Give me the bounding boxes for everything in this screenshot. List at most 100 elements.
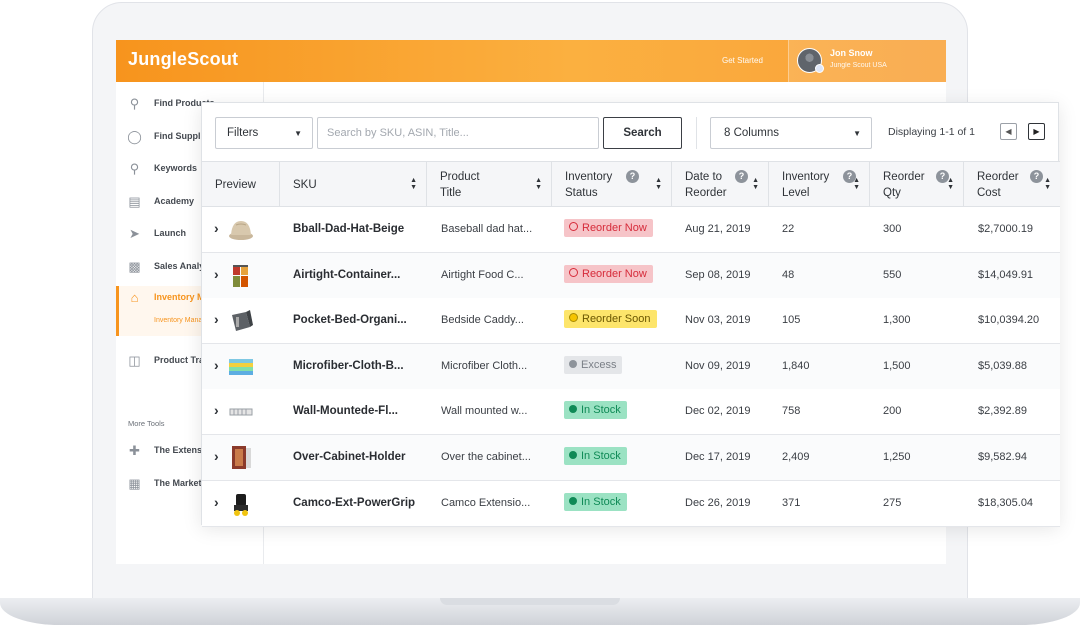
sidebar-item-label: Launch: [154, 228, 187, 238]
table-row[interactable]: › Airtight-Container... Airtight Food C...…: [202, 252, 1060, 299]
status-badge-label: Reorder Now: [582, 222, 647, 234]
inventory-level-cell: 105: [782, 314, 801, 327]
product-thumbnail: [228, 398, 254, 425]
expand-chevron-icon[interactable]: ›: [214, 448, 219, 464]
user-menu[interactable]: Jon Snow Jungle Scout USA: [788, 40, 946, 82]
expand-chevron-icon[interactable]: ›: [214, 356, 219, 373]
table-toolbar: Filters ▼ Search 8 Columns ▼ Displaying …: [202, 103, 1060, 161]
columns-label: 8 Columns: [724, 127, 779, 139]
product-thumbnail: [228, 490, 254, 517]
reorder-cost-cell: $18,305.04: [978, 496, 1034, 509]
column-header-inventory-status[interactable]: Inventory Status ? ▲ ▼: [552, 162, 672, 208]
prev-page-button[interactable]: ◀: [1000, 123, 1017, 140]
status-badge: Excess: [564, 355, 623, 374]
help-icon[interactable]: ?: [843, 170, 856, 183]
reorder-qty-cell: 200: [883, 405, 902, 418]
get-started-link[interactable]: Get Started: [722, 56, 763, 65]
filters-dropdown[interactable]: Filters ▼: [215, 117, 313, 149]
search-input[interactable]: [317, 117, 599, 149]
column-header-sku[interactable]: SKU ▲ ▼: [280, 162, 427, 208]
column-header-label: SKU: [293, 179, 317, 191]
column-header-preview[interactable]: Preview: [202, 162, 280, 208]
inventory-level-cell: 1,840: [782, 359, 810, 372]
sort-icon[interactable]: ▲ ▼: [535, 177, 542, 191]
brand-logo[interactable]: JungleScout: [128, 49, 239, 69]
column-header-date-to-reorder[interactable]: Date to Reorder ? ▲ ▼: [672, 162, 769, 208]
sidebar-item-extension[interactable]: ✚ The Extension: [116, 439, 264, 463]
column-header-inventory-level[interactable]: Inventory Level ? ▲ ▼: [769, 162, 870, 208]
sort-icon[interactable]: ▲ ▼: [655, 177, 662, 191]
inventory-card: Filters ▼ Search 8 Columns ▼ Displaying …: [201, 102, 1060, 527]
sidebar-subitem-inventory-manager[interactable]: Inventory Manager: [154, 317, 213, 324]
sidebar-item-sales-analytics[interactable]: ▩ Sales Analytics: [116, 255, 264, 279]
help-icon[interactable]: ?: [1030, 170, 1043, 183]
sidebar-item-find-products[interactable]: ⚲ Find Products: [116, 92, 264, 116]
status-dot-icon: [569, 405, 577, 414]
sort-icon[interactable]: ▲ ▼: [1044, 177, 1051, 191]
column-header-label: Product Title: [440, 171, 480, 199]
caret-down-icon: ▼: [294, 129, 302, 138]
help-icon[interactable]: ?: [735, 170, 748, 183]
status-badge-label: Reorder Soon: [582, 313, 651, 326]
expand-chevron-icon[interactable]: ›: [214, 265, 219, 282]
sidebar-item-product-tracker[interactable]: ◫ Product Tracker: [116, 349, 264, 373]
help-icon[interactable]: ?: [936, 170, 949, 183]
table-row[interactable]: › Pocket-Bed-Organi... Bedside Caddy... Reo…: [202, 298, 1060, 345]
sku-cell[interactable]: Wall-Mountede-Fl...: [293, 405, 398, 418]
column-header-reorder-cost[interactable]: Reorder Cost ? ▲ ▼: [964, 162, 1060, 208]
sku-cell[interactable]: Microfiber-Cloth-B...: [293, 359, 404, 372]
expand-chevron-icon[interactable]: ›: [214, 493, 219, 510]
sku-cell[interactable]: Bball-Dad-Hat-Beige: [293, 223, 405, 235]
sidebar-item-academy[interactable]: ▤ Academy: [116, 190, 264, 214]
date-to-reorder-cell: Nov 09, 2019: [685, 359, 751, 372]
next-page-button[interactable]: ▶: [1028, 123, 1045, 140]
column-header-label: Reorder Cost: [977, 171, 1019, 199]
product-title-cell: Bedside Caddy...: [441, 314, 524, 327]
help-icon[interactable]: ?: [626, 170, 639, 183]
expand-chevron-icon[interactable]: ›: [214, 220, 219, 236]
expand-chevron-icon[interactable]: ›: [214, 311, 219, 328]
sort-icon[interactable]: ▲ ▼: [947, 177, 954, 191]
inventory-level-cell: 2,409: [782, 451, 810, 463]
bar-chart-icon: ▩: [128, 259, 141, 274]
column-header-label: Date to Reorder: [685, 171, 727, 199]
sidebar-item-label: Find Suppliers: [154, 131, 217, 141]
store-icon: ▦: [128, 476, 141, 491]
column-header-reorder-qty[interactable]: Reorder Qty ? ▲ ▼: [870, 162, 964, 208]
column-header-product-title[interactable]: Product Title ▲ ▼: [427, 162, 552, 208]
column-header-label: Inventory Status: [565, 171, 613, 199]
status-badge-label: Excess: [581, 358, 617, 371]
table-row[interactable]: › Microfiber-Cloth-B... Microfiber Cloth..…: [202, 343, 1060, 390]
expand-chevron-icon[interactable]: ›: [214, 402, 219, 419]
table-row[interactable]: › Camco-Ext-PowerGrip Camco Extensio... In …: [202, 480, 1060, 527]
sort-icon[interactable]: ▲ ▼: [853, 177, 860, 191]
sku-cell[interactable]: Airtight-Container...: [293, 268, 401, 281]
sidebar-item-market[interactable]: ▦ The Market: [116, 472, 264, 496]
sort-icon[interactable]: ▲ ▼: [752, 177, 759, 191]
laptop-notch: [440, 598, 620, 605]
product-thumbnail: [228, 353, 254, 380]
status-badge: In Stock: [564, 492, 627, 511]
table-row[interactable]: › Bball-Dad-Hat-Beige Baseball dad hat... R…: [202, 207, 1060, 253]
search-button[interactable]: Search: [603, 117, 682, 149]
sidebar-item-find-suppliers[interactable]: ◯ Find Suppliers: [116, 125, 264, 149]
status-badge: Reorder Soon: [564, 310, 657, 329]
sidebar-item-label: Find Products: [154, 98, 215, 108]
search-icon: ⚲: [129, 96, 140, 111]
product-title-cell: Over the cabinet...: [441, 451, 531, 463]
inventory-level-cell: 22: [782, 223, 795, 235]
status-badge-label: In Stock: [581, 450, 621, 462]
table-row[interactable]: › Over-Cabinet-Holder Over the cabinet... I…: [202, 435, 1060, 481]
sidebar-item-keywords[interactable]: ⚲ Keywords: [116, 157, 264, 181]
sidebar-item-launch[interactable]: ➤ Launch: [116, 222, 264, 246]
table-row[interactable]: › Wall-Mountede-Fl... Wall mounted w... In …: [202, 389, 1060, 436]
reorder-cost-cell: $10,0394.20: [978, 314, 1040, 327]
sort-icon[interactable]: ▲ ▼: [410, 177, 417, 191]
flag-icon: [815, 64, 824, 73]
sku-cell[interactable]: Camco-Ext-PowerGrip: [293, 496, 416, 509]
columns-dropdown[interactable]: 8 Columns ▼: [710, 117, 872, 149]
reorder-cost-cell: $5,039.88: [978, 359, 1027, 372]
sku-cell[interactable]: Over-Cabinet-Holder: [293, 451, 406, 463]
sku-cell[interactable]: Pocket-Bed-Organi...: [293, 314, 407, 327]
status-badge: In Stock: [564, 401, 627, 420]
